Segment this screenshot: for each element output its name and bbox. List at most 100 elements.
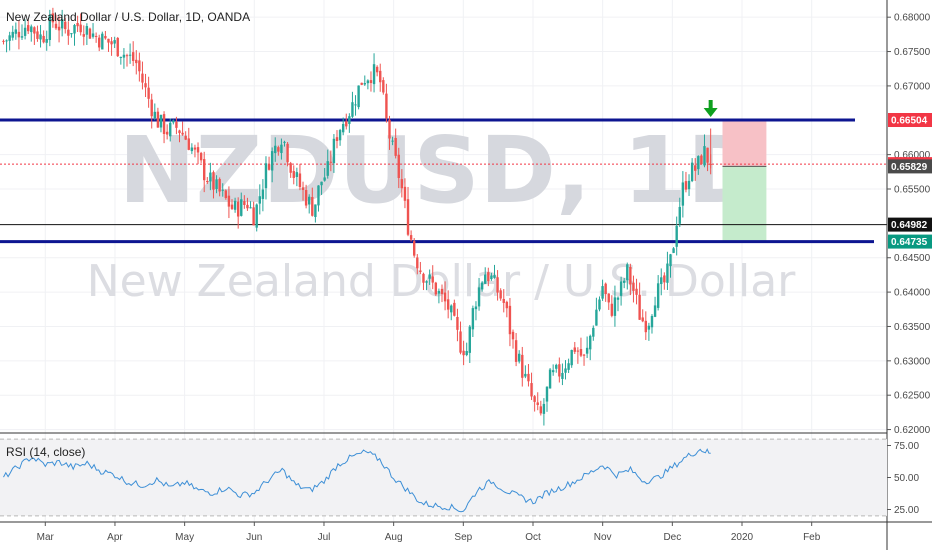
candle-up [159, 114, 163, 128]
candle-up [283, 141, 286, 143]
candle-down [462, 350, 465, 356]
price-axis[interactable]: 0.68000 0.67500 0.67000 0.66000 0.65500 0.645… [887, 13, 931, 436]
candle-up [598, 299, 601, 310]
grid [0, 0, 887, 522]
price-tick-label: 0.67500 [894, 47, 931, 58]
candle-down [539, 406, 543, 414]
candle-down [277, 147, 280, 152]
candle-down [403, 186, 407, 201]
candle-down [289, 163, 292, 173]
horizontal-levels[interactable] [0, 118, 887, 244]
candle-down [453, 302, 456, 316]
candle-up [650, 315, 654, 328]
candle-down [135, 59, 138, 64]
candle-up [341, 123, 345, 133]
candle-up [428, 274, 431, 279]
candle-up [60, 19, 64, 29]
candle-down [311, 197, 314, 216]
candle-down [243, 201, 246, 205]
candle-down [2, 40, 5, 42]
candle-up [326, 161, 329, 176]
candle-up [261, 189, 265, 199]
candle-down [431, 276, 434, 283]
candle-up [357, 85, 360, 108]
candle-up [474, 306, 478, 310]
candle-up [23, 27, 27, 36]
candle-up [255, 204, 258, 228]
candle-up [524, 373, 527, 377]
candle-down [76, 23, 79, 27]
candle-up [101, 33, 104, 50]
candle-down [536, 402, 539, 405]
candle-down [267, 164, 271, 170]
candle-down [582, 354, 586, 356]
candle-down [141, 73, 144, 83]
candle-up [551, 370, 555, 373]
candle-down [527, 373, 530, 382]
time-tick-label: Jun [246, 532, 262, 543]
candle-up [622, 280, 626, 283]
candle-down [187, 138, 190, 150]
candle-up [660, 277, 663, 285]
rsi-tick-label: 75.00 [894, 441, 919, 452]
candle-up [465, 351, 468, 356]
candle-down [131, 52, 135, 61]
candle-up [30, 26, 33, 33]
candle-up [548, 369, 552, 389]
candle-down [335, 137, 339, 141]
candle-up [91, 33, 95, 37]
price-tick-label: 0.63000 [894, 356, 931, 367]
candle-down [246, 204, 249, 209]
rsi-tick-label: 50.00 [894, 473, 919, 484]
candle-up [703, 146, 706, 166]
price-badge-label: 0.66504 [891, 116, 928, 127]
candle-up [372, 64, 376, 85]
rsi-line [3, 448, 711, 513]
candle-down [604, 283, 607, 295]
candle-down [388, 119, 391, 139]
take-profit-zone [722, 166, 767, 242]
candle-down [252, 207, 255, 226]
candle-up [616, 297, 620, 300]
candle-down [227, 195, 231, 207]
candle-up [678, 206, 681, 224]
candle-up [517, 353, 521, 362]
candle-up [354, 104, 357, 106]
candle-down [369, 80, 373, 84]
candle-up [190, 147, 194, 152]
candle-up [270, 151, 274, 171]
candle-down [558, 364, 561, 377]
candle-down [394, 137, 397, 156]
time-tick-label: Sep [454, 532, 472, 543]
candle-down [706, 147, 709, 163]
candle-up [221, 189, 224, 191]
candle-up [542, 403, 546, 414]
arrow-shaft [708, 100, 713, 110]
candle-down [203, 159, 206, 181]
price-badge [888, 159, 932, 174]
candle-up [274, 145, 277, 154]
candle-down [88, 28, 92, 39]
candle-down [573, 347, 576, 352]
candle-up [697, 156, 700, 170]
candle-up [471, 308, 475, 330]
time-tick-label: Apr [107, 532, 123, 543]
candle-up [653, 305, 657, 317]
candle-down [67, 29, 70, 36]
candle-down [419, 270, 422, 272]
candle-down [110, 41, 113, 45]
candle-up [258, 196, 261, 204]
candle-down [459, 331, 462, 353]
time-tick-label: Oct [525, 532, 541, 543]
time-axis[interactable]: Mar Apr May Jun Jul Aug Sep Oct Nov Dec 2020 Feb [37, 522, 821, 543]
candle-up [450, 305, 453, 313]
candle-down [199, 152, 203, 161]
short-position-box[interactable] [722, 120, 767, 242]
candle-up [314, 204, 317, 217]
watermark: NZDUSD, 1D New Zealand Dollar / U.S. Dol… [87, 117, 797, 307]
candle-down [298, 173, 302, 187]
candle-down [147, 87, 150, 99]
price-badge [888, 234, 932, 249]
